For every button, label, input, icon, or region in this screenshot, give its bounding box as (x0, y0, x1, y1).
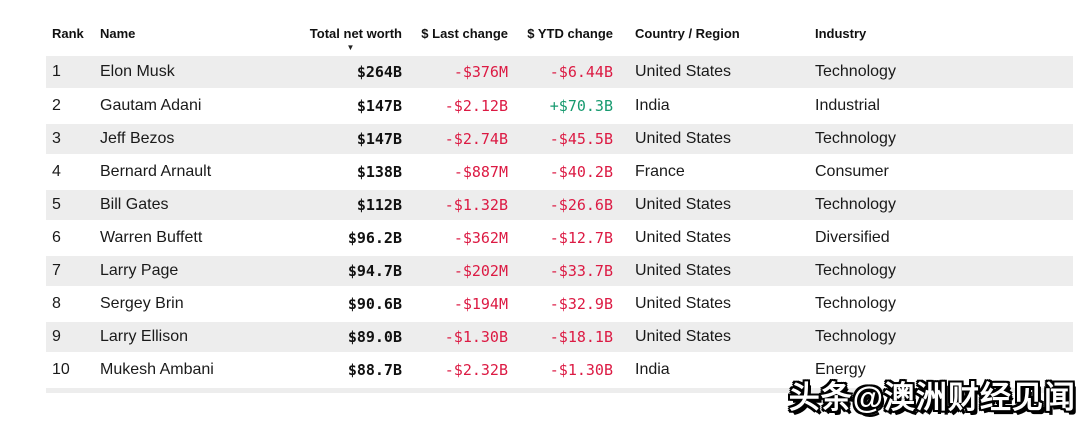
cell-total-net-worth: $264B (299, 56, 402, 91)
cell-name: Mukesh Ambani (100, 353, 299, 388)
column-header-name[interactable]: Name (100, 26, 136, 41)
cell-ytd-change: -$1.30B (508, 353, 613, 388)
cell-industry: Technology (813, 287, 1073, 322)
cell-last-change: -$1.30B (402, 320, 508, 355)
cell-name: Bernard Arnault (100, 155, 299, 190)
cell-country: United States (613, 254, 813, 289)
table-row: 6 Warren Buffett $96.2B -$362M -$12.7B U… (46, 221, 1073, 256)
table-row: 5 Bill Gates $112B -$1.32B -$26.6B Unite… (46, 188, 1073, 223)
cell-industry: Consumer (813, 155, 1073, 190)
cell-ytd-change: -$33.7B (508, 254, 613, 289)
cell-ytd-change: -$45.5B (508, 122, 613, 157)
next-row-stripe-partial (46, 387, 1073, 393)
cell-total-net-worth: $90.6B (299, 287, 402, 322)
cell-industry: Diversified (813, 221, 1073, 256)
column-header-last-change[interactable]: $ Last change (421, 26, 508, 41)
cell-industry: Technology (813, 188, 1073, 223)
column-header-total-net-worth-label: Total net worth (309, 26, 402, 41)
table-row: 7 Larry Page $94.7B -$202M -$33.7B Unite… (46, 254, 1073, 289)
cell-name: Larry Ellison (100, 320, 299, 355)
cell-rank: 2 (46, 89, 100, 124)
cell-ytd-change: -$6.44B (508, 56, 613, 91)
column-header-rank[interactable]: Rank (52, 26, 84, 41)
cell-total-net-worth: $147B (299, 122, 402, 157)
table-row: 3 Jeff Bezos $147B -$2.74B -$45.5B Unite… (46, 122, 1073, 157)
cell-rank: 9 (46, 320, 100, 355)
cell-rank: 8 (46, 287, 100, 322)
cell-ytd-change: -$32.9B (508, 287, 613, 322)
cell-ytd-change: -$26.6B (508, 188, 613, 223)
cell-rank: 5 (46, 188, 100, 223)
cell-last-change: -$887M (402, 155, 508, 190)
cell-name: Warren Buffett (100, 221, 299, 256)
cell-rank: 3 (46, 122, 100, 157)
cell-rank: 10 (46, 353, 100, 388)
cell-country: United States (613, 221, 813, 256)
cell-country: India (613, 353, 813, 388)
column-header-total-net-worth[interactable]: Total net worth ▼ (299, 20, 402, 56)
table-row: 4 Bernard Arnault $138B -$887M -$40.2B F… (46, 155, 1073, 190)
table-header-row: Rank Name Total net worth ▼ $ Last chang… (46, 20, 1073, 56)
table-body: 1 Elon Musk $264B -$376M -$6.44B United … (46, 56, 1073, 388)
column-header-country-region[interactable]: Country / Region (635, 26, 740, 41)
cell-total-net-worth: $94.7B (299, 254, 402, 289)
cell-country: India (613, 89, 813, 124)
cell-ytd-change: -$40.2B (508, 155, 613, 190)
cell-name: Gautam Adani (100, 89, 299, 124)
cell-last-change: -$202M (402, 254, 508, 289)
column-header-industry[interactable]: Industry (815, 26, 867, 41)
cell-total-net-worth: $96.2B (299, 221, 402, 256)
column-header-ytd-change[interactable]: $ YTD change (527, 26, 613, 41)
cell-last-change: -$1.32B (402, 188, 508, 223)
cell-name: Sergey Brin (100, 287, 299, 322)
cell-last-change: -$2.32B (402, 353, 508, 388)
table-row: 10 Mukesh Ambani $88.7B -$2.32B -$1.30B … (46, 353, 1073, 388)
cell-ytd-change: +$70.3B (508, 89, 613, 124)
cell-last-change: -$2.74B (402, 122, 508, 157)
cell-industry: Technology (813, 56, 1073, 91)
cell-last-change: -$194M (402, 287, 508, 322)
cell-last-change: -$376M (402, 56, 508, 91)
cell-name: Jeff Bezos (100, 122, 299, 157)
cell-rank: 4 (46, 155, 100, 190)
cell-country: United States (613, 122, 813, 157)
cell-name: Bill Gates (100, 188, 299, 223)
billionaires-table: Rank Name Total net worth ▼ $ Last chang… (46, 20, 1073, 393)
cell-rank: 7 (46, 254, 100, 289)
cell-rank: 1 (46, 56, 100, 91)
cell-last-change: -$362M (402, 221, 508, 256)
sort-descending-icon[interactable]: ▼ (346, 43, 355, 52)
table-row: 9 Larry Ellison $89.0B -$1.30B -$18.1B U… (46, 320, 1073, 355)
cell-industry: Technology (813, 320, 1073, 355)
cell-total-net-worth: $89.0B (299, 320, 402, 355)
table-row: 2 Gautam Adani $147B -$2.12B +$70.3B Ind… (46, 89, 1073, 124)
cell-ytd-change: -$18.1B (508, 320, 613, 355)
cell-country: United States (613, 287, 813, 322)
cell-ytd-change: -$12.7B (508, 221, 613, 256)
cell-country: United States (613, 56, 813, 91)
cell-country: United States (613, 188, 813, 223)
cell-name: Larry Page (100, 254, 299, 289)
cell-total-net-worth: $88.7B (299, 353, 402, 388)
table-row: 1 Elon Musk $264B -$376M -$6.44B United … (46, 56, 1073, 91)
cell-industry: Technology (813, 254, 1073, 289)
table-row: 8 Sergey Brin $90.6B -$194M -$32.9B Unit… (46, 287, 1073, 322)
cell-last-change: -$2.12B (402, 89, 508, 124)
cell-industry: Energy (813, 353, 1073, 388)
cell-total-net-worth: $138B (299, 155, 402, 190)
cell-total-net-worth: $147B (299, 89, 402, 124)
cell-industry: Technology (813, 122, 1073, 157)
cell-industry: Industrial (813, 89, 1073, 124)
cell-rank: 6 (46, 221, 100, 256)
cell-country: France (613, 155, 813, 190)
cell-country: United States (613, 320, 813, 355)
cell-total-net-worth: $112B (299, 188, 402, 223)
cell-name: Elon Musk (100, 56, 299, 91)
